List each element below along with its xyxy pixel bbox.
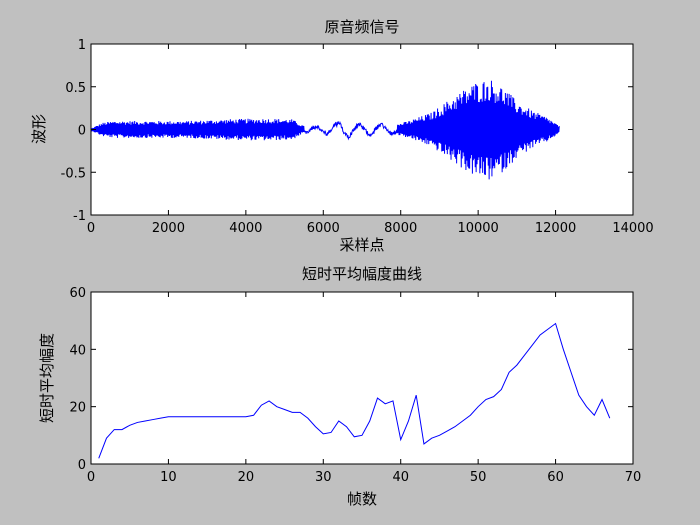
waveform-x-tick-label: 8000 xyxy=(384,221,417,236)
amplitude-x-tick-label: 10 xyxy=(160,470,177,485)
amplitude-y-tick-label: 60 xyxy=(69,286,86,301)
waveform-y-tick-label: 0.5 xyxy=(65,81,86,96)
waveform-x-tick-label: 2000 xyxy=(152,221,185,236)
waveform-x-tick-label: 12000 xyxy=(535,221,576,236)
amplitude-x-tick-label: 0 xyxy=(87,470,95,485)
amplitude-plot: 0 10 20 30 40 50 60 70 0 20 40 60 短时平均幅度曲线 帧数 短时平均幅… xyxy=(38,265,641,508)
waveform-y-tick-label: 0 xyxy=(78,124,86,139)
waveform-title: 原音频信号 xyxy=(324,18,399,36)
waveform-x-tick-label: 6000 xyxy=(307,221,340,236)
amplitude-plot-area xyxy=(91,292,633,464)
amplitude-y-tick-label: 20 xyxy=(69,401,86,416)
amplitude-axes-box xyxy=(90,291,634,465)
amplitude-series-line xyxy=(98,322,611,459)
waveform-x-axis-label: 采样点 xyxy=(339,236,384,254)
amplitude-y-tick-label: 0 xyxy=(78,458,86,473)
amplitude-marks xyxy=(98,322,611,459)
amplitude-x-tick-label: 60 xyxy=(547,470,564,485)
amplitude-title: 短时平均幅度曲线 xyxy=(302,265,422,283)
waveform-plot: 0 2000 4000 6000 8000 10000 12000 14000 -1 -0.5 0 0… xyxy=(30,18,654,254)
waveform-x-tick-label: 4000 xyxy=(229,221,262,236)
amplitude-x-tick-label: 70 xyxy=(625,470,642,485)
waveform-series-line xyxy=(90,80,560,180)
amplitude-y-tick-label: 40 xyxy=(69,343,86,358)
waveform-y-tick-label: 1 xyxy=(78,38,86,53)
waveform-y-tick-label: -0.5 xyxy=(61,166,86,181)
amplitude-x-tick-label: 20 xyxy=(238,470,255,485)
waveform-y-axis-label: 波形 xyxy=(30,114,48,144)
amplitude-ticks: 0 10 20 30 40 50 60 70 0 20 40 60 xyxy=(69,286,641,485)
amplitude-x-tick-label: 50 xyxy=(470,470,487,485)
amplitude-x-tick-label: 40 xyxy=(392,470,409,485)
amplitude-x-tick-label: 30 xyxy=(315,470,332,485)
waveform-marks xyxy=(90,80,560,180)
waveform-x-tick-label: 0 xyxy=(87,221,95,236)
waveform-x-tick-label: 14000 xyxy=(612,221,653,236)
amplitude-y-axis-label: 短时平均幅度 xyxy=(38,333,56,423)
waveform-y-tick-label: -1 xyxy=(73,209,86,224)
waveform-x-tick-label: 10000 xyxy=(457,221,498,236)
amplitude-x-axis-label: 帧数 xyxy=(347,490,377,508)
waveform-ticks: 0 2000 4000 6000 8000 10000 12000 14000 -1 -0.5 0 0… xyxy=(61,38,654,236)
